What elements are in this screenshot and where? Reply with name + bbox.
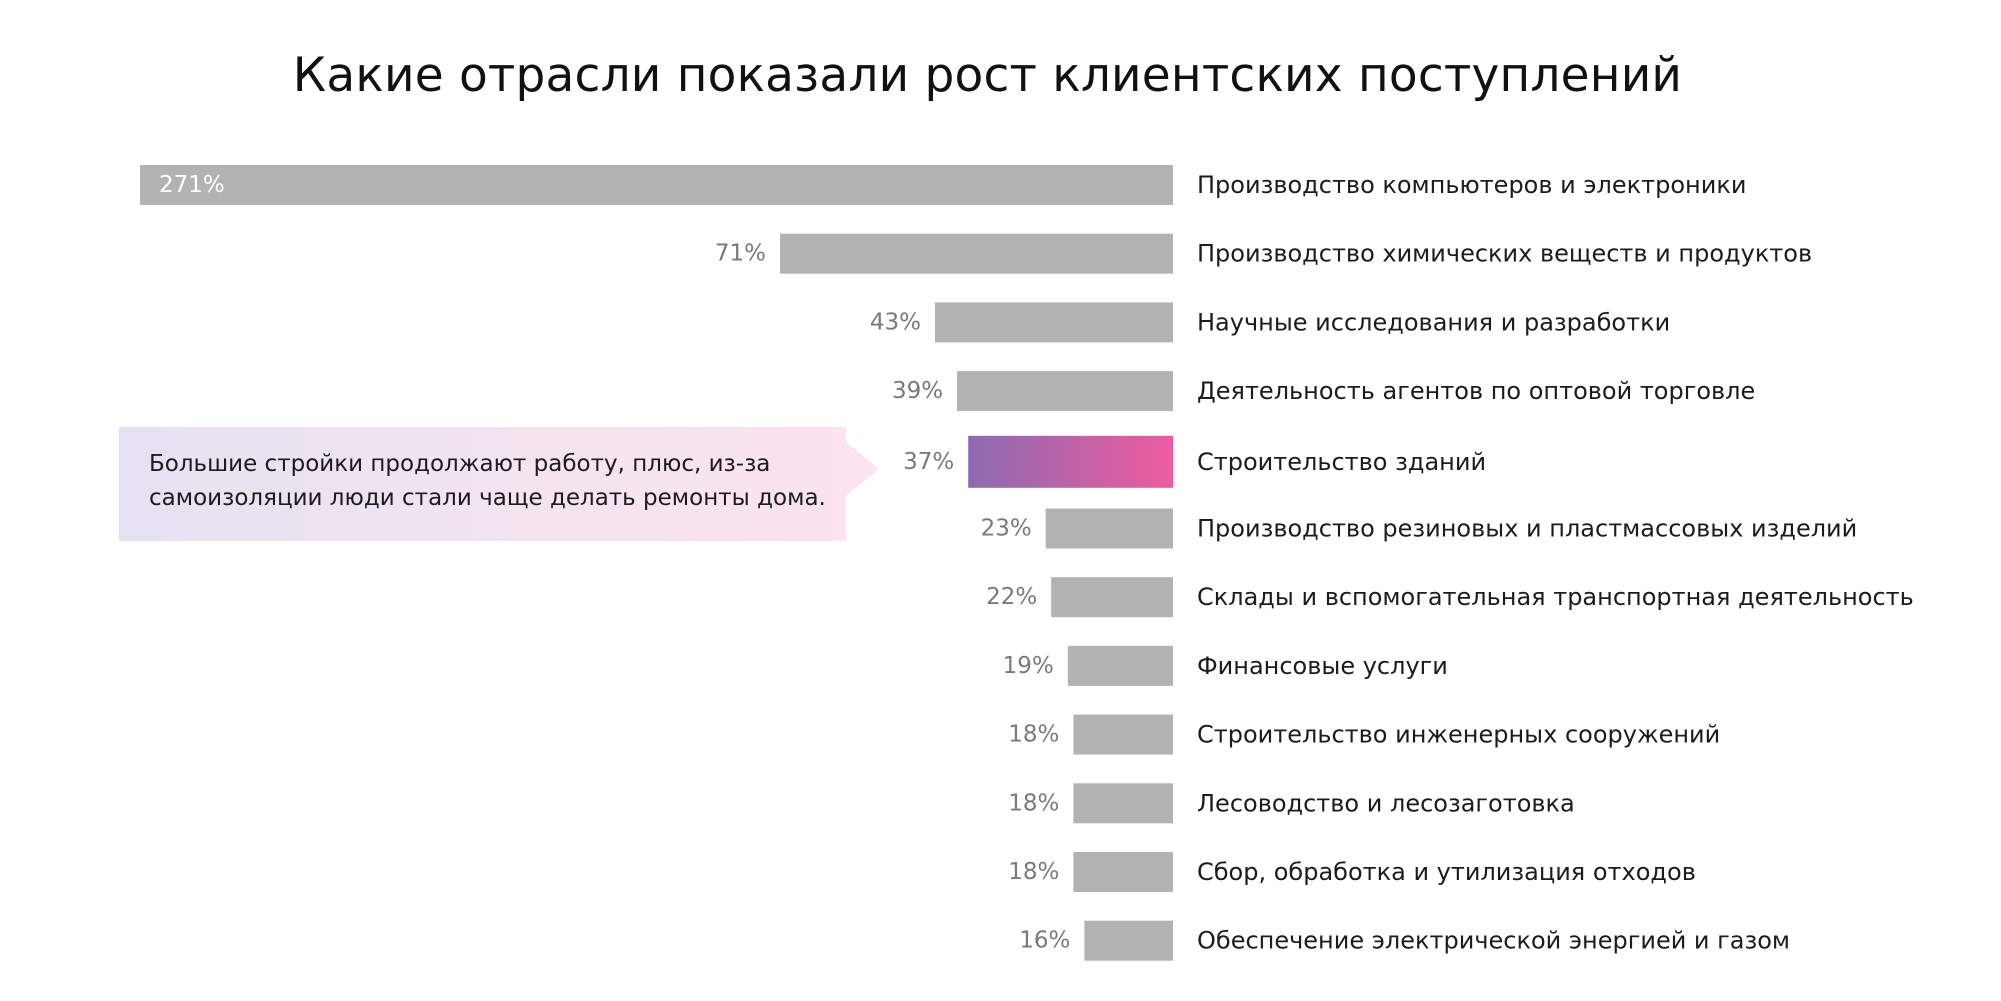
value-label: 16%	[1019, 928, 1070, 954]
bar	[957, 371, 1173, 412]
chart-title: Какие отрасли показали рост клиентских п…	[292, 48, 1683, 103]
bar-highlight	[968, 435, 1173, 488]
callout-line: Большие стройки продолжают работу, плюс,…	[149, 451, 771, 477]
category-label: Производство компьютеров и электроники	[1197, 171, 1746, 199]
bar	[140, 165, 1173, 205]
value-label: 39%	[892, 378, 943, 404]
value-label: 22%	[986, 584, 1037, 610]
value-label: 43%	[870, 309, 921, 335]
value-label: 271%	[159, 172, 225, 198]
bar	[1073, 714, 1173, 755]
value-label: 19%	[1003, 653, 1054, 679]
category-label: Производство резиновых и пластмассовых и…	[1197, 515, 1857, 543]
category-label: Научные исследования и разработки	[1197, 308, 1670, 336]
category-label: Строительство зданий	[1197, 448, 1486, 476]
bar	[935, 302, 1173, 343]
annotation-callout: Большие стройки продолжают работу, плюс,…	[119, 427, 879, 541]
category-label: Деятельность агентов по оптовой торговле	[1197, 377, 1755, 405]
category-label: Обеспечение электрической энергией и газ…	[1197, 927, 1790, 955]
bar	[1051, 577, 1173, 618]
category-label: Производство химических веществ и продук…	[1197, 240, 1812, 268]
value-label: 71%	[715, 241, 766, 267]
value-label: 37%	[903, 449, 954, 475]
value-label: 18%	[1008, 859, 1059, 885]
bar	[1084, 920, 1173, 961]
category-label: Финансовые услуги	[1197, 652, 1448, 680]
callout-box	[119, 427, 846, 541]
category-label: Сбор, обработка и утилизация отходов	[1197, 858, 1696, 886]
bar	[1067, 645, 1173, 686]
category-label: Склады и вспомогательная транспортная де…	[1197, 583, 1914, 611]
callout-pointer	[846, 442, 879, 496]
value-label: 18%	[1008, 790, 1059, 816]
bar	[1045, 508, 1173, 549]
bar	[780, 233, 1173, 274]
bar	[1073, 783, 1173, 824]
bar	[1073, 852, 1173, 892]
callout-line: самоизоляции люди стали чаще делать ремо…	[149, 485, 826, 511]
bars-group: 271% Производство компьютеров и электрони…	[140, 165, 1914, 961]
category-label: Строительство инженерных сооружений	[1197, 721, 1720, 749]
category-label: Лесоводство и лесозаготовка	[1197, 789, 1575, 817]
value-label: 18%	[1008, 722, 1059, 748]
value-label: 23%	[981, 516, 1032, 542]
callout-text: Большие стройки продолжают работу, плюс,…	[149, 447, 839, 515]
